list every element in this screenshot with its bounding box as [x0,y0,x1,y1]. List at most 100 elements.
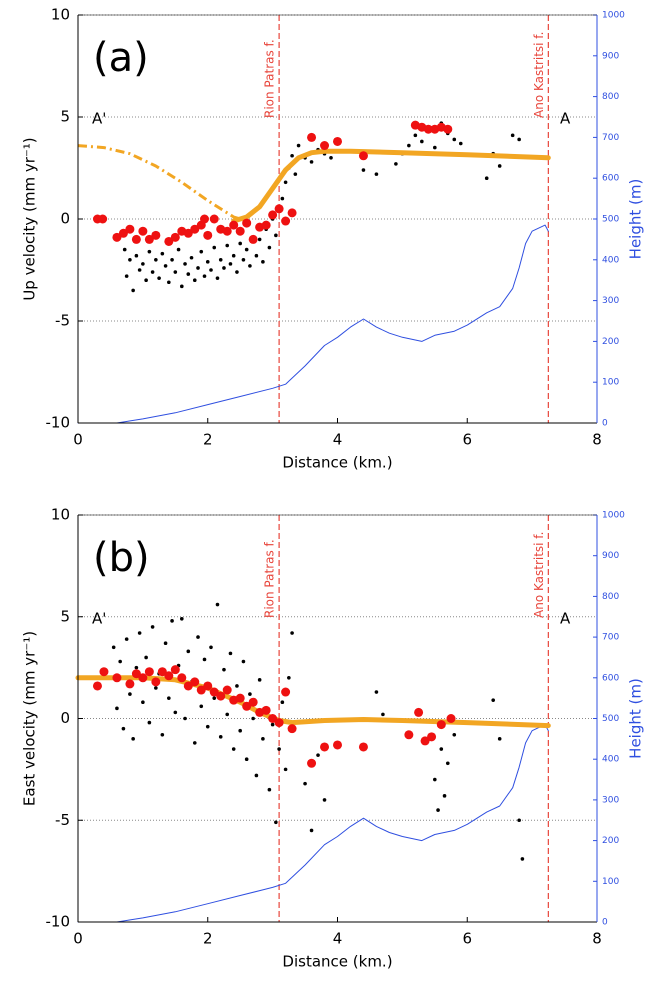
data-point [173,270,178,274]
data-point [218,735,223,739]
data-point [137,631,142,635]
y-axis-label: East velocity (mm yr⁻¹) [21,631,39,806]
data-point [244,757,249,761]
data-point [309,160,314,164]
station-marker [268,714,278,723]
data-point [517,818,521,823]
data-point [157,276,161,280]
data-point [205,724,210,729]
data-point [118,659,122,664]
data-point [186,649,191,654]
station-marker [209,214,219,224]
y2-tick-label: 100 [602,877,619,887]
height-profile [77,224,549,424]
x-tick-label: 4 [333,930,343,948]
station-marker [287,724,297,734]
data-point [160,732,165,737]
data-point [420,139,424,144]
y2-tick-label: 0 [602,419,608,429]
data-point [267,245,272,250]
data-point [147,720,152,725]
data-point [173,710,178,715]
station-marker [222,685,232,695]
data-point [381,712,385,717]
y2-tick-label: 800 [602,592,619,602]
station-marker [248,234,258,244]
data-point [436,808,440,812]
data-point [257,678,262,682]
station-marker [216,691,226,701]
data-point [192,741,197,745]
y-tick-label: -5 [55,811,70,829]
data-point [199,249,204,254]
data-point [374,690,379,694]
data-point [218,258,223,262]
data-point [131,288,135,293]
data-point [433,145,437,150]
station-marker [164,236,174,246]
data-point [134,665,139,670]
data-point [199,704,204,709]
y-tick-label: 0 [60,709,70,727]
y2-tick-label: 300 [602,795,619,805]
data-point [124,274,129,278]
data-point [452,137,457,142]
data-point [222,266,226,270]
station-marker [170,665,180,675]
data-point [189,255,194,260]
data-point [361,168,366,172]
data-point [144,278,148,283]
station-marker [268,210,278,220]
data-point [121,726,126,731]
station-marker [358,742,368,752]
station-marker [287,208,297,218]
y2-tick-label: 0 [602,918,608,928]
station-marker [420,736,430,746]
y2-tick-label: 600 [602,174,619,184]
y2-tick-label: 900 [602,551,619,561]
station-marker [242,701,252,711]
panel-label: (a) [93,35,149,81]
data-point [407,143,411,148]
station-marker [190,677,200,687]
data-point [231,253,236,258]
data-point [176,247,181,252]
data-point [267,787,272,792]
data-point [497,164,502,168]
station-marker [261,705,271,715]
data-point [192,278,197,283]
station-marker [196,685,206,695]
data-point [244,247,249,252]
data-point [150,270,155,274]
y2-tick-label: 700 [602,133,619,143]
data-point [150,625,155,629]
station-marker [320,742,330,752]
height-profile [77,724,549,923]
data-point [231,747,236,751]
data-point [296,143,301,148]
station-marker [242,218,252,228]
data-point [163,264,168,268]
data-point [413,133,418,138]
y2-tick-label: 100 [602,378,619,388]
station-marker [183,228,193,238]
station-marker [423,124,433,134]
model-curve [77,144,248,223]
y-tick-label: 5 [60,607,70,625]
station-marker [118,228,128,238]
data-point [520,857,525,861]
x-tick-label: 6 [462,431,472,449]
data-point [131,737,135,741]
station-marker [261,220,271,230]
data-point [180,616,184,621]
data-point [238,241,242,246]
data-point [235,270,239,274]
profile-start: A' [92,110,106,128]
station-marker [151,677,161,687]
station-marker [404,730,414,740]
data-point [517,137,521,142]
station-marker [203,681,213,691]
data-point [124,637,129,641]
data-point [510,133,515,138]
